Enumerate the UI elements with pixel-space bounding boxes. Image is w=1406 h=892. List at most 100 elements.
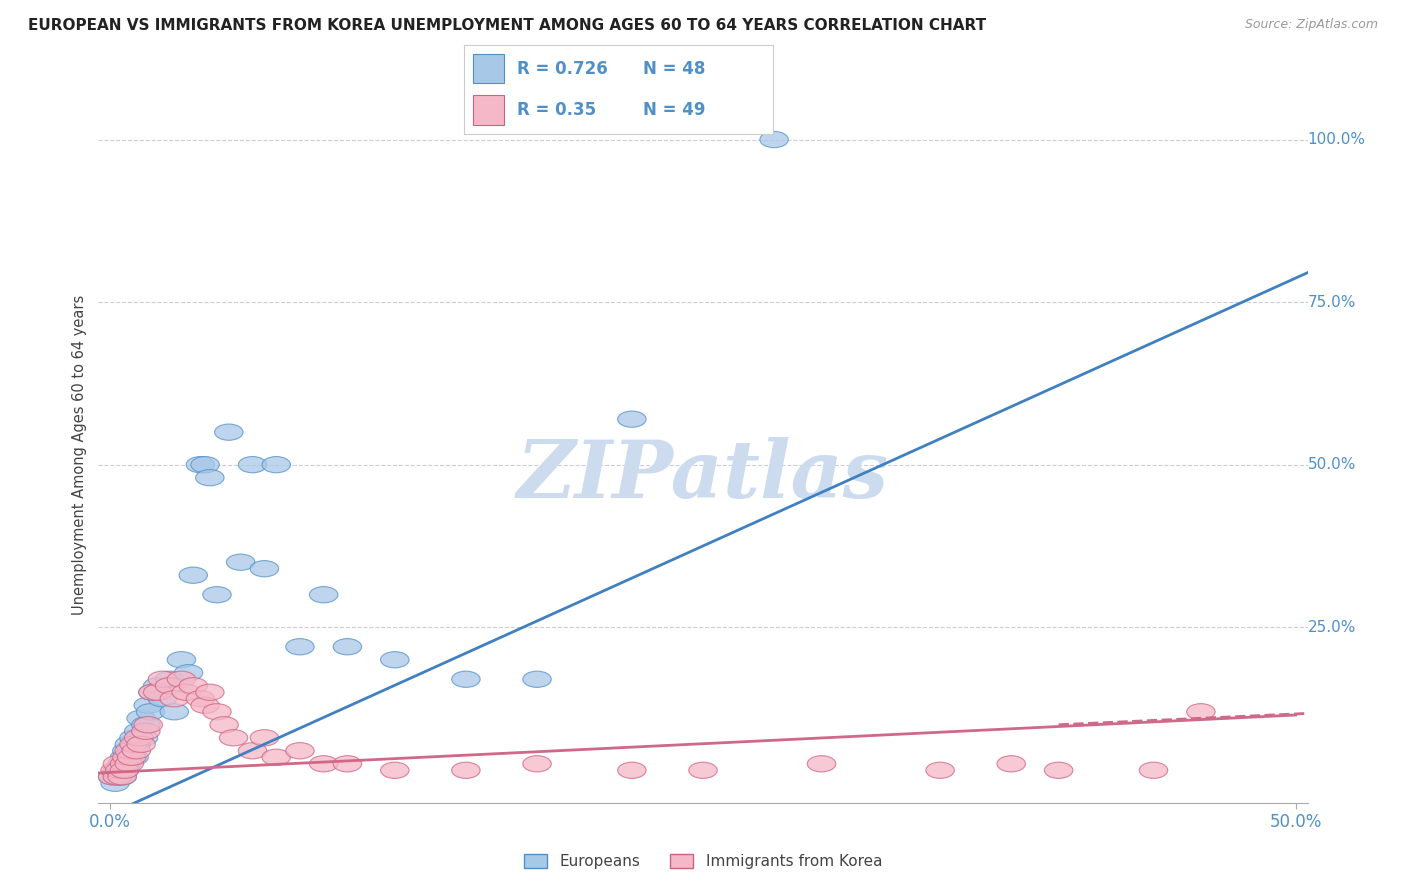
Ellipse shape (155, 671, 184, 688)
Ellipse shape (108, 756, 136, 772)
Ellipse shape (160, 690, 188, 706)
Ellipse shape (139, 684, 167, 700)
Ellipse shape (103, 769, 132, 785)
Ellipse shape (202, 587, 231, 603)
Text: R = 0.35: R = 0.35 (516, 101, 596, 119)
Text: 50.0%: 50.0% (1308, 458, 1355, 472)
Text: EUROPEAN VS IMMIGRANTS FROM KOREA UNEMPLOYMENT AMONG AGES 60 TO 64 YEARS CORRELA: EUROPEAN VS IMMIGRANTS FROM KOREA UNEMPL… (28, 18, 986, 33)
Ellipse shape (186, 457, 215, 473)
Ellipse shape (132, 716, 160, 733)
Ellipse shape (98, 769, 127, 785)
Ellipse shape (148, 671, 177, 688)
Text: N = 48: N = 48 (644, 60, 706, 78)
Ellipse shape (617, 762, 647, 779)
Ellipse shape (129, 730, 157, 746)
Ellipse shape (103, 756, 132, 772)
Ellipse shape (451, 762, 479, 779)
Ellipse shape (120, 749, 148, 765)
Ellipse shape (759, 131, 789, 148)
Ellipse shape (134, 716, 163, 733)
Ellipse shape (117, 743, 146, 759)
Ellipse shape (807, 756, 835, 772)
Ellipse shape (167, 671, 195, 688)
Ellipse shape (108, 769, 136, 785)
Ellipse shape (215, 424, 243, 441)
Ellipse shape (1187, 704, 1215, 720)
Ellipse shape (115, 756, 143, 772)
Ellipse shape (333, 756, 361, 772)
Legend: Europeans, Immigrants from Korea: Europeans, Immigrants from Korea (517, 848, 889, 875)
FancyBboxPatch shape (474, 95, 505, 125)
Ellipse shape (115, 736, 143, 753)
Ellipse shape (132, 723, 160, 739)
Ellipse shape (381, 652, 409, 668)
Ellipse shape (108, 769, 136, 785)
Ellipse shape (105, 762, 134, 779)
Ellipse shape (122, 736, 150, 753)
Ellipse shape (103, 769, 132, 785)
Y-axis label: Unemployment Among Ages 60 to 64 years: Unemployment Among Ages 60 to 64 years (72, 294, 87, 615)
Ellipse shape (250, 560, 278, 577)
Ellipse shape (209, 716, 238, 733)
Ellipse shape (195, 469, 224, 486)
Ellipse shape (927, 762, 955, 779)
Ellipse shape (195, 684, 224, 700)
Ellipse shape (143, 684, 172, 700)
Text: 75.0%: 75.0% (1308, 294, 1355, 310)
Ellipse shape (139, 684, 167, 700)
Ellipse shape (167, 652, 195, 668)
Ellipse shape (333, 639, 361, 655)
Ellipse shape (160, 704, 188, 720)
Text: 25.0%: 25.0% (1308, 620, 1355, 635)
Ellipse shape (191, 698, 219, 714)
Ellipse shape (285, 639, 314, 655)
Ellipse shape (117, 749, 146, 765)
Ellipse shape (285, 743, 314, 759)
Text: ZIPatlas: ZIPatlas (517, 437, 889, 515)
Text: R = 0.726: R = 0.726 (516, 60, 607, 78)
Ellipse shape (523, 671, 551, 688)
Ellipse shape (186, 690, 215, 706)
Ellipse shape (115, 749, 143, 765)
Ellipse shape (143, 678, 172, 694)
Ellipse shape (112, 756, 141, 772)
Ellipse shape (115, 743, 143, 759)
Ellipse shape (617, 411, 647, 427)
Ellipse shape (110, 756, 139, 772)
Ellipse shape (179, 567, 208, 583)
Ellipse shape (98, 769, 127, 785)
Ellipse shape (125, 723, 153, 739)
Ellipse shape (112, 743, 141, 759)
Ellipse shape (155, 678, 184, 694)
Ellipse shape (219, 730, 247, 746)
Ellipse shape (309, 756, 337, 772)
Ellipse shape (309, 587, 337, 603)
Ellipse shape (120, 730, 148, 746)
Ellipse shape (238, 457, 267, 473)
Ellipse shape (112, 749, 141, 765)
Ellipse shape (136, 704, 165, 720)
FancyBboxPatch shape (474, 54, 505, 83)
Ellipse shape (134, 698, 163, 714)
Ellipse shape (451, 671, 479, 688)
Ellipse shape (120, 736, 148, 753)
Ellipse shape (226, 554, 254, 570)
Ellipse shape (381, 762, 409, 779)
Ellipse shape (250, 730, 278, 746)
Text: Source: ZipAtlas.com: Source: ZipAtlas.com (1244, 18, 1378, 31)
Ellipse shape (262, 457, 291, 473)
Ellipse shape (110, 762, 139, 779)
Ellipse shape (523, 756, 551, 772)
Ellipse shape (127, 710, 155, 726)
Ellipse shape (238, 743, 267, 759)
Ellipse shape (127, 736, 155, 753)
Ellipse shape (103, 762, 132, 779)
Ellipse shape (689, 762, 717, 779)
Ellipse shape (997, 756, 1025, 772)
Ellipse shape (1139, 762, 1168, 779)
Text: 100.0%: 100.0% (1308, 132, 1365, 147)
Ellipse shape (174, 665, 202, 681)
Ellipse shape (202, 704, 231, 720)
Ellipse shape (148, 690, 177, 706)
Ellipse shape (172, 684, 201, 700)
